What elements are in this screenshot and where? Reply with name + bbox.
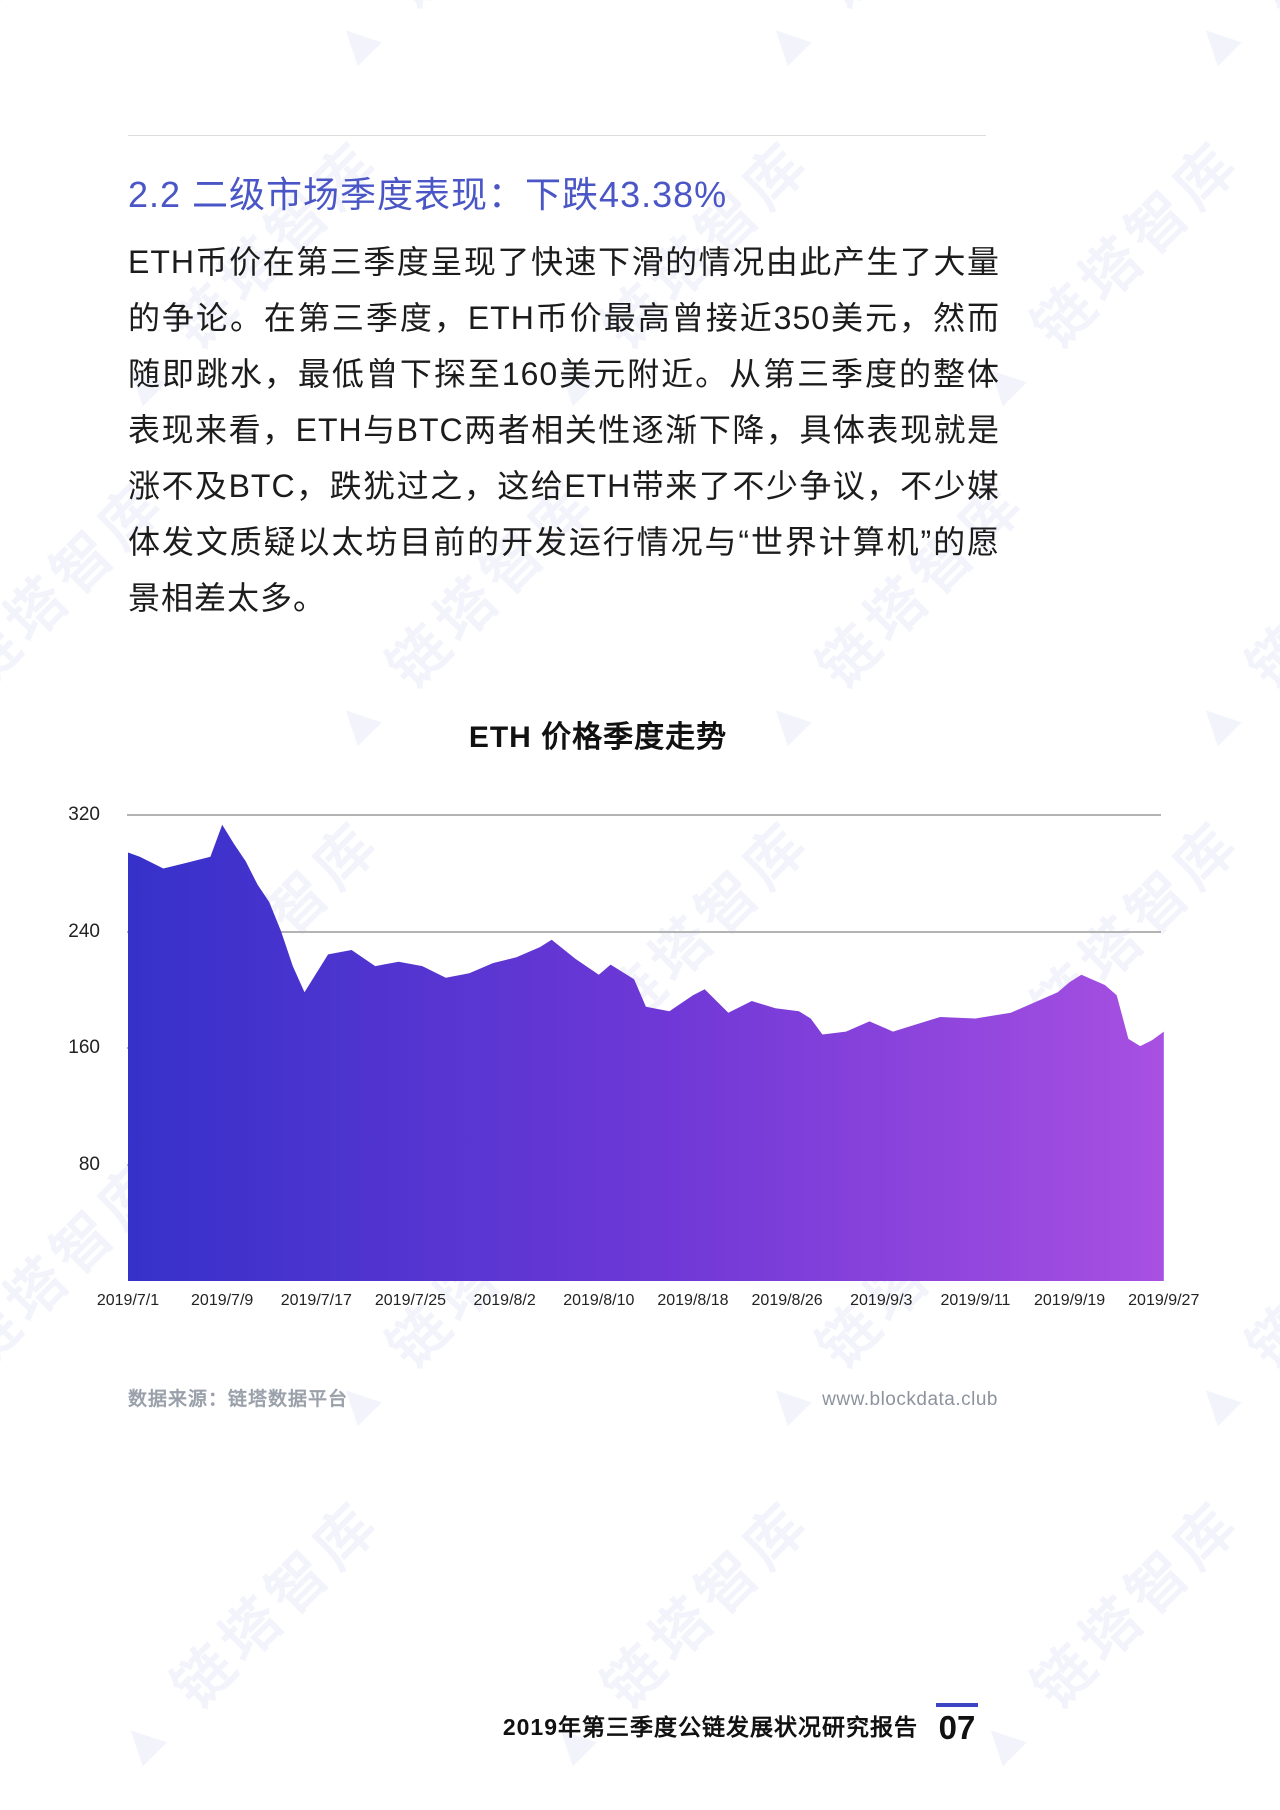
- x-tick-label: 2019/8/2: [473, 1292, 536, 1309]
- y-gridline: [127, 814, 1161, 816]
- data-source-label: 数据来源：链塔数据平台: [128, 1389, 349, 1410]
- y-gridline: [127, 930, 1161, 933]
- x-tick-label: 2019/7/25: [374, 1292, 447, 1309]
- page-number-accent-bar: [936, 1703, 978, 1707]
- body-paragraph: ETH币价在第三季度呈现了快速下滑的情况由此产生了大量的争论。在第三季度，ETH…: [128, 244, 1000, 616]
- y-tick-label: 320: [68, 804, 100, 825]
- x-tick-label: 2019/9/11: [940, 1292, 1011, 1309]
- page-number-block: 07: [936, 1703, 978, 1746]
- x-tick-label: 2019/8/26: [751, 1292, 823, 1309]
- x-tick-label: 2019/9/27: [1128, 1292, 1200, 1309]
- eth-price-area-chart: [128, 824, 1164, 1281]
- section-divider: [128, 135, 986, 136]
- x-tick-label: 2019/7/1: [96, 1292, 160, 1309]
- data-source-row: 数据来源：链塔数据平台 www.blockdata.club: [128, 1384, 998, 1411]
- page-number: 07: [938, 1709, 976, 1746]
- report-footer: 2019年第三季度公链发展状况研究报告 07: [0, 1703, 978, 1746]
- section-heading: 2.2 二级市场季度表现：下跌43.38%: [128, 174, 728, 216]
- source-website: www.blockdata.club: [822, 1389, 998, 1410]
- y-tick-label: 160: [68, 1037, 100, 1058]
- chart-title: ETH 价格季度走势: [468, 721, 728, 754]
- price-area-path: [128, 824, 1164, 1281]
- x-tick-label: 2019/7/17: [280, 1292, 352, 1309]
- x-tick-label: 2019/8/18: [657, 1292, 729, 1309]
- x-tick-label: 2019/9/19: [1034, 1292, 1106, 1309]
- x-tick-label: 2019/9/3: [850, 1292, 913, 1309]
- report-title: 2019年第三季度公链发展状况研究报告: [502, 1713, 918, 1740]
- x-tick-label: 2019/8/10: [563, 1292, 635, 1309]
- y-tick-label: 80: [78, 1153, 100, 1175]
- x-tick-label: 2019/7/9: [191, 1292, 254, 1309]
- y-tick-label: 240: [68, 920, 100, 942]
